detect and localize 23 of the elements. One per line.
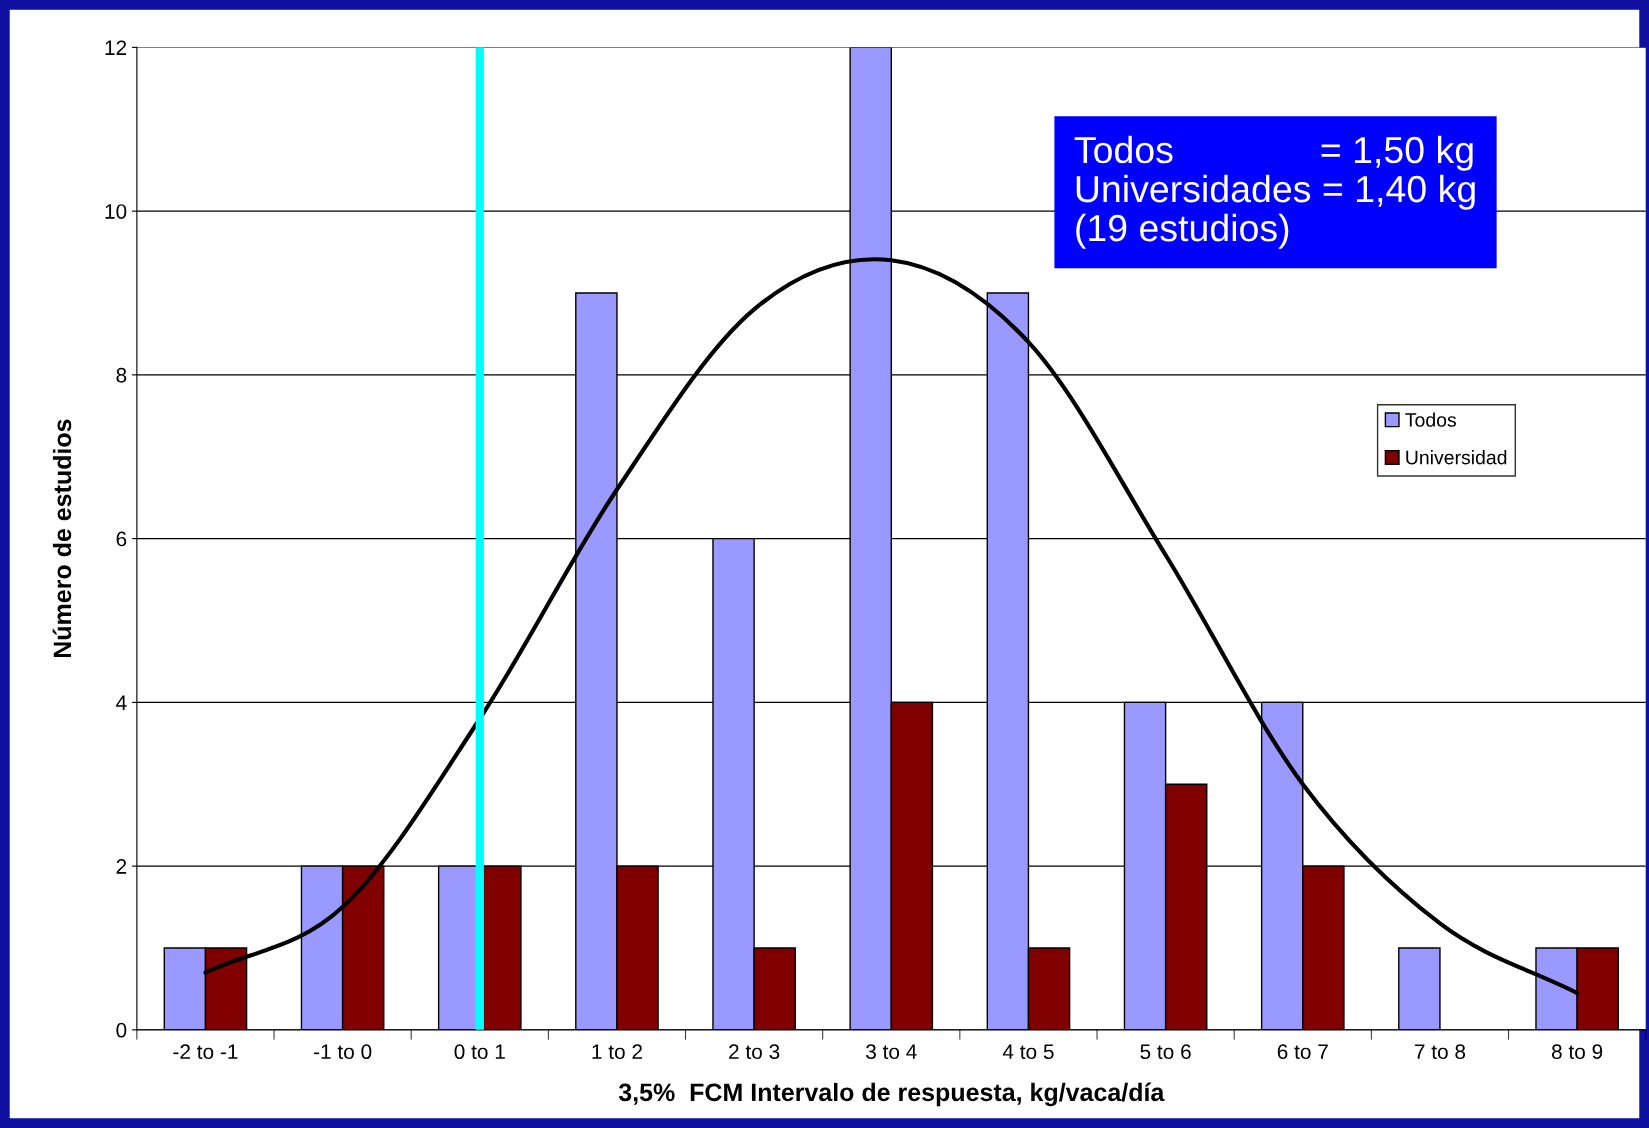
y-tick-label: 0 — [116, 1022, 127, 1038]
x-tick-label: 0 to 1 — [454, 1044, 505, 1060]
x-tick-label: 4 to 5 — [1002, 1044, 1054, 1060]
x-tick-label: 3 to 4 — [866, 1044, 917, 1060]
y-axis-title: Número de estudios — [52, 419, 72, 658]
x-tick-label: 5 to 6 — [1140, 1044, 1191, 1060]
y-tick-label: 2 — [116, 859, 127, 874]
legend-label: Todos — [1405, 412, 1457, 427]
x-tick-label: 7 to 8 — [1414, 1044, 1466, 1060]
annotation: Todos = 1,50 kg Universidades = 1,40 kg (19 estudios) — [1074, 135, 1475, 249]
x-tick-label: 2 to 3 — [729, 1044, 780, 1060]
x-tick-label: -2 to -1 — [173, 1044, 238, 1060]
y-tick-label: 12 — [105, 40, 127, 55]
x-tick-label: 8 to 9 — [1551, 1044, 1603, 1060]
legend-label: Universidad — [1406, 450, 1507, 465]
y-tick-label: 4 — [116, 695, 127, 710]
y-tick-label: 6 — [116, 531, 127, 547]
x-tick-label: 6 to 7 — [1277, 1044, 1328, 1060]
y-tick-label: 8 — [116, 367, 127, 383]
x-tick-label: 1 to 2 — [592, 1044, 642, 1060]
x-tick-label: -1 to 0 — [314, 1044, 372, 1060]
x-axis-title: 3,5% FCM Intervalo de respuesta, kg/vaca/día — [618, 1082, 1165, 1107]
y-tick-label: 10 — [105, 204, 127, 219]
